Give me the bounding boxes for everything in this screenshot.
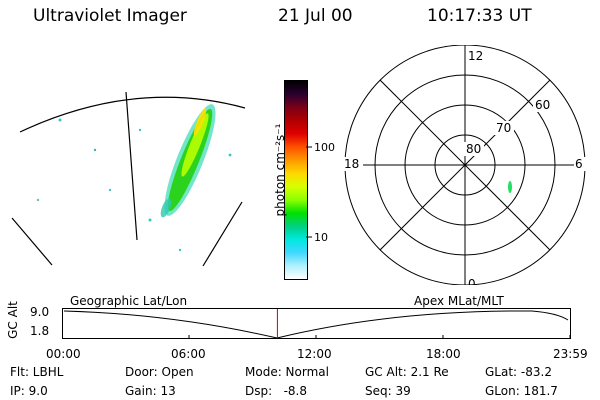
color-scale-bar <box>284 80 308 280</box>
tick-100: 100 <box>314 141 335 154</box>
x-tick-2359: 23:59 <box>553 347 588 361</box>
mode-info: Mode: Normal <box>245 365 329 379</box>
gc-alt-info: GC Alt: 2.1 Re <box>365 365 449 379</box>
grid-meridian <box>125 91 138 241</box>
polar-plot[interactable]: 12 18 6 0 80 70 60 <box>340 45 590 285</box>
geographic-image-panel[interactable] <box>0 80 250 290</box>
mlt-label-18: 18 <box>344 157 359 171</box>
grid-line-left <box>11 217 53 266</box>
x-tick-1200: 12:00 <box>297 347 332 361</box>
seq-info: Seq: 39 <box>365 384 411 398</box>
ip-info: IP: 9.0 <box>10 384 48 398</box>
date-label: 21 Jul 00 <box>278 6 353 26</box>
lat-label-60: 60 <box>535 98 550 112</box>
mlt-label-12: 12 <box>468 49 483 63</box>
mlt-label-0: 0 <box>468 277 476 285</box>
unit-label: photon cm⁻²s⁻¹ <box>273 123 287 217</box>
filter-info: Flt: LBHL <box>10 365 64 379</box>
altitude-timeline[interactable] <box>62 308 572 340</box>
gain-info: Gain: 13 <box>125 384 176 398</box>
color-scale-ticks: 100 10 <box>306 141 335 244</box>
aurora-spot <box>508 181 512 193</box>
y-tick-top: 9.0 <box>30 305 50 319</box>
glon-info: GLon: 181.7 <box>485 384 558 398</box>
aurora-emission <box>36 104 232 252</box>
grid-line-right <box>202 201 243 267</box>
lat-label-80: 80 <box>466 142 481 156</box>
app-title: Ultraviolet Imager <box>33 6 187 26</box>
lat-label-70: 70 <box>496 121 511 135</box>
glat-info: GLat: -83.2 <box>485 365 552 379</box>
tick-10: 10 <box>314 231 328 244</box>
x-tick-0600: 06:00 <box>171 347 206 361</box>
y-tick-bottom: 1.8 <box>30 324 50 338</box>
time-label: 10:17:33 UT <box>427 6 532 26</box>
geographic-caption: Geographic Lat/Lon <box>70 294 188 308</box>
grid-arc <box>19 96 246 133</box>
dsp-info: Dsp: -8.8 <box>245 384 308 398</box>
y-axis-label: GC Alt <box>6 301 20 339</box>
mlt-label-6: 6 <box>575 157 583 171</box>
x-tick-0000: 00:00 <box>46 347 81 361</box>
x-tick-1800: 18:00 <box>426 347 461 361</box>
apex-caption: Apex MLat/MLT <box>414 294 504 308</box>
door-info: Door: Open <box>125 365 194 379</box>
